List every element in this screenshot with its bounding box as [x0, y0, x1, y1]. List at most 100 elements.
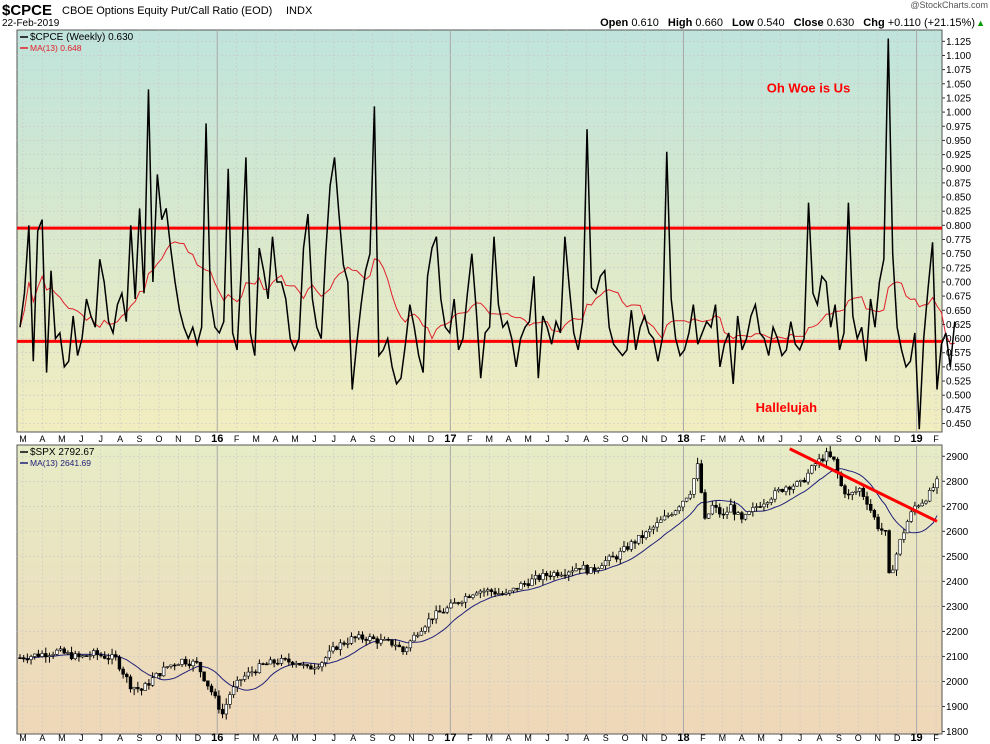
- candle-body: [228, 694, 232, 705]
- x-tick-label: M: [524, 733, 532, 743]
- x-tick-label: J: [332, 434, 337, 444]
- candle-body: [397, 644, 402, 648]
- candle-body: [239, 679, 243, 681]
- candle-body: [670, 514, 674, 516]
- candle-body: [806, 472, 810, 483]
- candle-body: [419, 631, 424, 636]
- candle-body: [902, 532, 906, 540]
- spx-candles: [18, 445, 939, 720]
- x-tick-label: D: [894, 434, 901, 444]
- candle-body: [486, 589, 490, 592]
- candle-body: [618, 550, 622, 560]
- candle-body: [780, 489, 785, 492]
- x-tick-label: M: [19, 434, 27, 444]
- candle-body: [765, 502, 770, 505]
- candle-body: [537, 575, 541, 580]
- candle-body: [206, 680, 210, 687]
- candle-body: [44, 653, 48, 657]
- x-tick-label: A: [583, 733, 589, 743]
- candle-body: [898, 539, 902, 555]
- candle-body: [327, 650, 332, 659]
- x-tick-label: A: [816, 434, 822, 444]
- candle-body: [390, 639, 394, 646]
- candle-body: [441, 611, 446, 614]
- candle-body: [880, 528, 884, 531]
- candle-body: [482, 590, 486, 593]
- x-tick-label: M: [757, 434, 765, 444]
- candle-body: [607, 555, 611, 561]
- candle-body: [323, 657, 328, 663]
- candle-body: [51, 654, 55, 656]
- candle-body: [88, 655, 92, 657]
- x-tick-label: J: [778, 733, 783, 743]
- candle-body: [335, 646, 339, 650]
- candle-body: [272, 659, 276, 664]
- x-tick-label: F: [467, 733, 473, 743]
- candle-body: [795, 481, 799, 487]
- candle-body: [77, 653, 81, 658]
- candle-body: [725, 511, 729, 515]
- candle-body: [909, 511, 913, 522]
- low-value: 0.540: [757, 17, 785, 29]
- candle-body: [283, 658, 287, 660]
- candle-body: [220, 709, 225, 715]
- y-tick-label: 0.800: [946, 221, 971, 232]
- candle-body: [250, 671, 254, 674]
- legend-entry: MA(13) 2641.69: [30, 458, 91, 468]
- candle-body: [209, 685, 214, 693]
- x-tick-label: A: [583, 434, 589, 444]
- x-tick-label: A: [739, 434, 745, 444]
- candle-body: [176, 664, 181, 666]
- candle-body: [872, 510, 877, 518]
- candle-body: [427, 618, 431, 628]
- x-tick-label: M: [719, 733, 727, 743]
- candle-body: [169, 664, 173, 667]
- x-tick-label: S: [137, 434, 143, 444]
- x-tick-label: A: [506, 733, 512, 743]
- candle-body: [920, 502, 924, 507]
- chart-symbol: $CPCE: [2, 2, 52, 19]
- candle-body: [636, 535, 641, 544]
- x-tick-label: D: [428, 434, 435, 444]
- candle-body: [316, 666, 321, 669]
- x-tick-label: A: [816, 733, 822, 743]
- candle-body: [504, 592, 508, 595]
- candle-body: [449, 602, 453, 609]
- y-tick-label: 0.725: [946, 263, 971, 274]
- candle-body: [106, 658, 111, 660]
- candle-body: [622, 546, 626, 552]
- y-tick-label: 0.825: [946, 207, 971, 218]
- candle-body: [508, 590, 512, 594]
- candle-body: [581, 564, 586, 570]
- candle-body: [231, 686, 236, 695]
- candle-body: [692, 478, 696, 495]
- x-tick-label: A: [117, 733, 123, 743]
- y-tick-label: 2500: [946, 552, 969, 563]
- x-tick-label: J: [312, 434, 317, 444]
- x-tick-label: S: [370, 434, 376, 444]
- candle-body: [110, 654, 114, 660]
- candle-body: [242, 675, 247, 680]
- candle-body: [276, 662, 280, 665]
- x-tick-label: F: [234, 733, 240, 743]
- candle-body: [651, 526, 656, 530]
- candle-body: [754, 506, 759, 508]
- y-tick-label: 1.075: [946, 65, 971, 76]
- candle-body: [338, 642, 343, 650]
- candle-body: [379, 639, 383, 644]
- y-tick-label: 0.525: [946, 377, 971, 388]
- candle-body: [541, 573, 545, 580]
- x-tick-label: A: [739, 733, 745, 743]
- top-y-axis: 0.450 0.475 0.500 0.525 0.550 0.575 0.600 0.625…: [942, 37, 971, 430]
- x-tick-label: F: [467, 434, 473, 444]
- bottom-y-axis: 1800 1900 2000 2100 2200 2300 2400 2500 2600 2700…: [942, 452, 969, 738]
- y-tick-label: 0.675: [946, 292, 971, 303]
- x-tick-label: N: [408, 434, 415, 444]
- x-tick-label: J: [79, 434, 84, 444]
- candle-body: [460, 601, 464, 604]
- x-tick-label: J: [312, 733, 317, 743]
- x-tick-label: A: [273, 434, 279, 444]
- y-tick-label: 0.975: [946, 122, 971, 133]
- candle-body: [662, 515, 667, 521]
- y-tick-label: 0.550: [946, 362, 971, 373]
